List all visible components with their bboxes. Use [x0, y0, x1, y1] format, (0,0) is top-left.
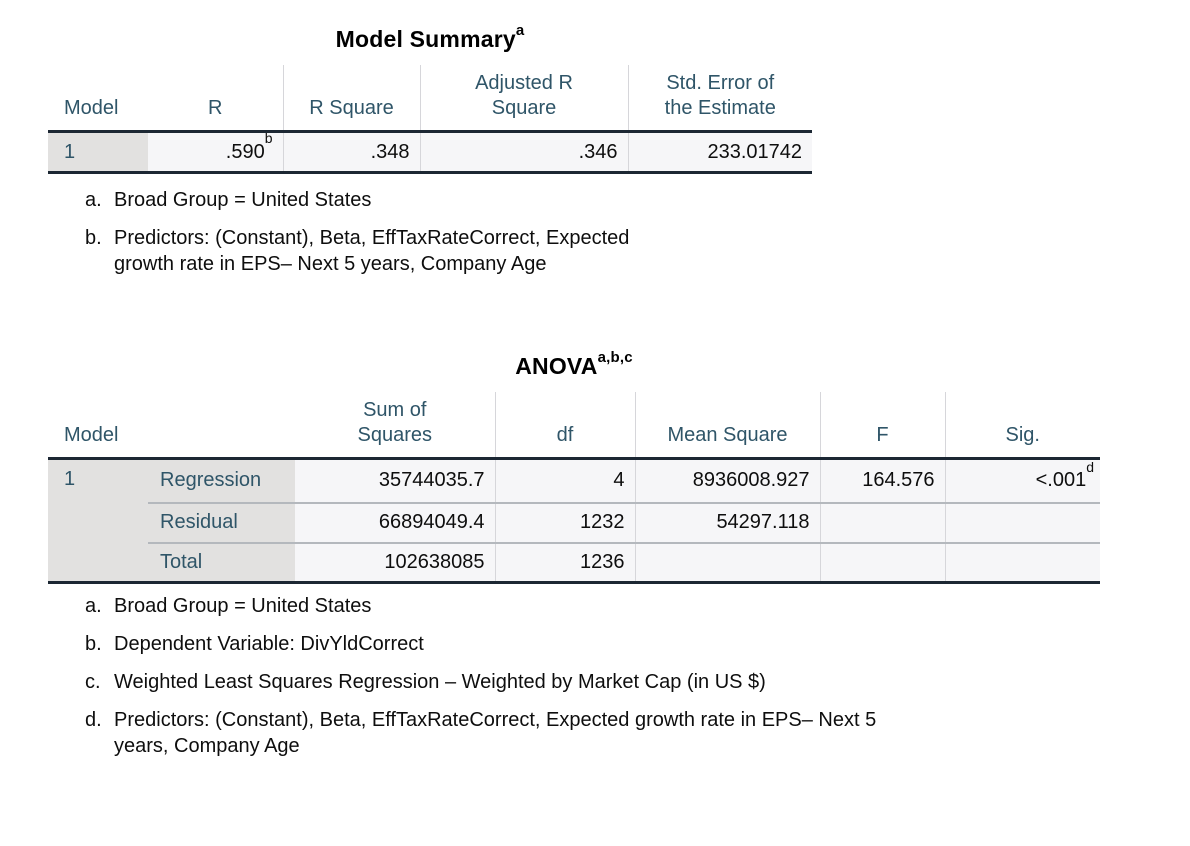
- cell-r-square-value: .348: [282, 131, 420, 174]
- footnote-a-marker: a.: [85, 189, 102, 211]
- anova-footnote-b-text: Dependent Variable: DivYldCorrect: [114, 633, 424, 655]
- r-value-superscript: b: [264, 129, 273, 146]
- anova-row-label-residual: Residual: [148, 501, 295, 543]
- column-header-adjusted-r-square: Adjusted R Square: [419, 65, 628, 133]
- model-summary-title-text: Model Summary: [335, 26, 516, 52]
- anova-footnote-a-marker: a.: [85, 595, 102, 617]
- anova-footnote-b-marker: b.: [85, 633, 102, 655]
- anova-footnote-d-marker: d.: [85, 709, 102, 731]
- anova-footnote-d: d. Predictors: (Constant), Beta, EffTaxR…: [85, 707, 1190, 759]
- anova-row-label-total: Total: [148, 541, 295, 584]
- anova-cell-regression-sum-of-squares: 35744035.7: [295, 458, 495, 503]
- anova-cell-residual-f: [819, 501, 945, 543]
- anova-column-header-df: df: [494, 392, 635, 460]
- anova-column-header-sum-of-squares: Sum of Squares: [295, 392, 495, 460]
- cell-model-number: 1: [48, 131, 148, 174]
- anova-cell-residual-df: 1232: [494, 501, 635, 543]
- anova-cell-total-sig: [944, 541, 1100, 584]
- anova-footnote-d-text: Predictors: (Constant), Beta, EffTaxRate…: [114, 709, 877, 757]
- anova-cell-residual-sig: [944, 501, 1100, 543]
- anova-cell-residual-sum-of-squares: 66894049.4: [295, 501, 495, 543]
- anova-title: ANOVAa,b,c: [48, 349, 1100, 380]
- footnote-a-text: Broad Group = United States: [114, 189, 372, 211]
- anova-footnote-c-text: Weighted Least Squares Regression – Weig…: [114, 671, 766, 693]
- cell-std-error-value: 233.01742: [627, 131, 812, 174]
- anova-row-residual: Residual 66894049.4 1232 54297.118: [48, 501, 1100, 543]
- anova-row-regression: 1 Regression 35744035.7 4 8936008.927 16…: [48, 458, 1100, 584]
- anova-row-total: Total 102638085 1236: [48, 541, 1100, 584]
- anova-column-header-model: Model: [48, 392, 148, 460]
- anova-cell-regression-f: 164.576: [819, 458, 945, 503]
- anova-cell-total-f: [819, 541, 945, 584]
- anova-table: Model Sum of Squares df Mean Square F Si…: [48, 392, 1100, 584]
- model-summary-data-row: 1 .590b .348 .346 233.01742: [48, 129, 812, 174]
- column-header-std-error: Std. Error of the Estimate: [627, 65, 812, 133]
- anova-cell-regression-mean-square: 8936008.927: [634, 458, 820, 503]
- anova-cell-residual-mean-square: 54297.118: [634, 501, 820, 543]
- anova-cell-regression-df: 4: [494, 458, 635, 503]
- sig-value-superscript: d: [1086, 458, 1094, 475]
- anova-title-superscript: a,b,c: [597, 349, 633, 366]
- anova-title-text: ANOVA: [515, 353, 598, 379]
- anova-footnote-b: b. Dependent Variable: DivYldCorrect: [85, 631, 1190, 657]
- spss-output-page: Model Summarya Model R R Square Adjusted…: [48, 22, 1190, 759]
- footnote-a: a. Broad Group = United States: [85, 187, 1190, 213]
- footnote-b-text: Predictors: (Constant), Beta, EffTaxRate…: [114, 227, 630, 275]
- anova-footnote-a-text: Broad Group = United States: [114, 595, 372, 617]
- sig-value: <.001: [1035, 469, 1087, 492]
- r-value: .590: [225, 140, 265, 163]
- anova-section: ANOVAa,b,c Model Sum of Squares df Mean …: [48, 349, 1190, 759]
- anova-row-label-regression: Regression: [148, 458, 295, 503]
- anova-column-header-blank: [148, 392, 295, 460]
- anova-column-header-mean-square: Mean Square: [634, 392, 820, 460]
- model-summary-table: Model R R Square Adjusted R Square Std. …: [48, 65, 812, 174]
- anova-footnotes: a. Broad Group = United States b. Depend…: [85, 593, 1190, 759]
- model-summary-footnotes: a. Broad Group = United States b. Predic…: [85, 187, 1190, 277]
- column-header-r-square: R Square: [282, 65, 420, 133]
- cell-r-value: .590b: [148, 129, 283, 174]
- anova-header-row: Model Sum of Squares df Mean Square F Si…: [48, 392, 1100, 460]
- footnote-b-marker: b.: [85, 227, 102, 249]
- cell-adjusted-r-square-value: .346: [419, 131, 628, 174]
- anova-cell-model-number: 1: [48, 458, 148, 584]
- anova-footnote-c: c. Weighted Least Squares Regression – W…: [85, 669, 1190, 695]
- anova-column-header-sig: Sig.: [944, 392, 1100, 460]
- model-summary-header-row: Model R R Square Adjusted R Square Std. …: [48, 65, 812, 133]
- anova-cell-regression-sig: <.001d: [944, 458, 1100, 503]
- anova-column-header-f: F: [819, 392, 945, 460]
- column-header-model: Model: [48, 65, 148, 133]
- anova-footnote-c-marker: c.: [85, 671, 101, 693]
- column-header-r: R: [148, 65, 283, 133]
- model-summary-title: Model Summarya: [48, 22, 812, 53]
- anova-cell-total-mean-square: [634, 541, 820, 584]
- anova-footnote-a: a. Broad Group = United States: [85, 593, 1190, 619]
- model-summary-section: Model Summarya Model R R Square Adjusted…: [48, 22, 1190, 277]
- footnote-b: b. Predictors: (Constant), Beta, EffTaxR…: [85, 225, 1190, 277]
- anova-cell-total-sum-of-squares: 102638085: [295, 541, 495, 584]
- anova-cell-total-df: 1236: [494, 541, 635, 584]
- model-summary-title-superscript: a: [515, 22, 525, 39]
